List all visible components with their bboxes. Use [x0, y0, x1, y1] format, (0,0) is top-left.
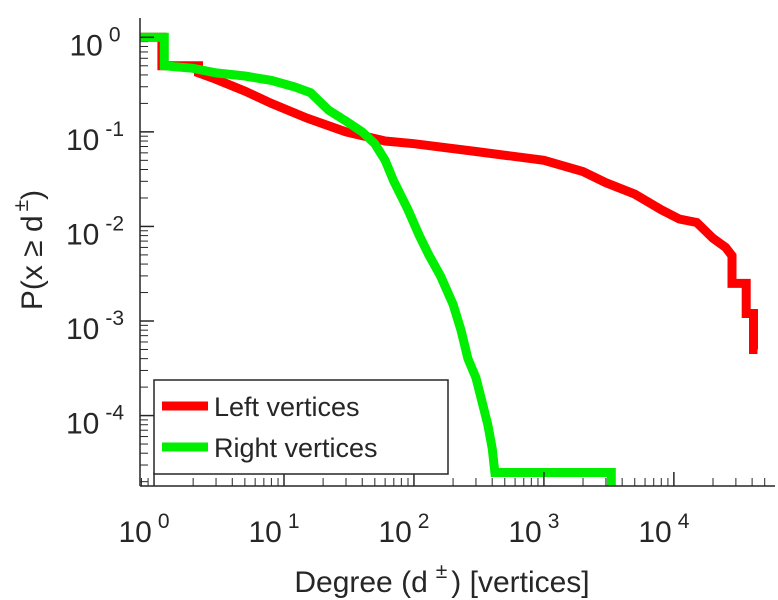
y-tick-label: 10 -3: [66, 307, 124, 346]
y-tick-label: 10 -2: [66, 212, 124, 251]
x-axis-label: Degree (d ±) [vertices]: [294, 560, 589, 599]
x-tick-labels: 10 0 10 1 10 2 10 3 10 4: [118, 510, 689, 549]
y-tick-label: 10 -1: [66, 118, 124, 157]
major-ticks: [140, 36, 675, 486]
series-line-left-vertices: [140, 32, 758, 354]
x-tick-label: 10 3: [508, 510, 559, 549]
legend-label-right-vertices: Right vertices: [214, 433, 378, 463]
legend-box: [153, 379, 449, 475]
series-layer: [140, 32, 758, 486]
x-tick-label: 10 1: [248, 510, 299, 549]
x-tick-label: 10 2: [378, 510, 429, 549]
x-tick-label: 10 4: [638, 510, 689, 549]
series-line-right-vertices: [140, 32, 616, 486]
legend: Left vertices Right vertices: [153, 379, 449, 475]
y-tick-label: 10 0: [69, 23, 120, 62]
legend-label-left-vertices: Left vertices: [214, 392, 360, 422]
y-tick-label: 10 -4: [66, 402, 124, 441]
x-tick-label: 10 0: [118, 510, 169, 549]
y-axis-label: P(x ≥ d±): [10, 190, 49, 310]
minor-ticks: [140, 41, 766, 486]
